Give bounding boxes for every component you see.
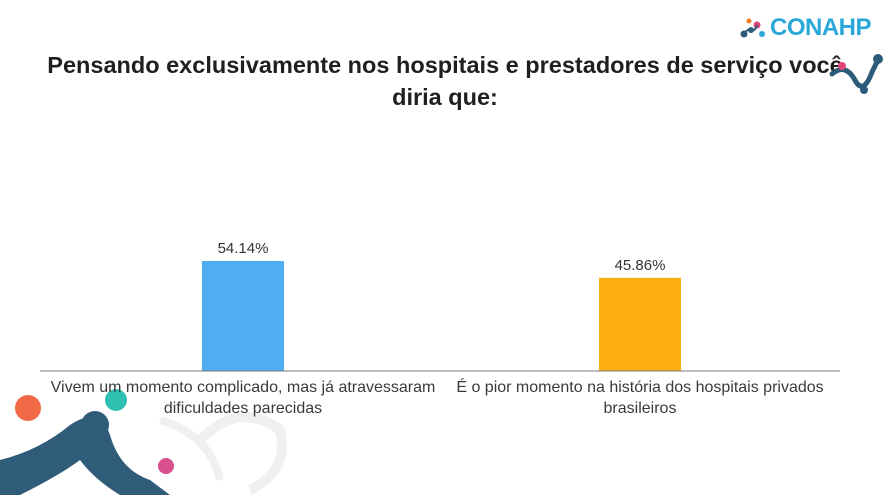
conahp-logo-icon: [740, 18, 765, 38]
data-label-2: 45.86%: [615, 257, 666, 274]
category-label-1: Vivem um momento complicado, mas já atra…: [50, 379, 436, 417]
category-label-2: É o pior momento na história dos hospita…: [456, 379, 824, 417]
data-label-1: 54.14%: [218, 240, 269, 257]
logo-text: CONAHP: [770, 14, 872, 41]
conahp-logo: CONAHP: [738, 12, 873, 42]
chart-title: Pensando exclusivamente nos hospitais e …: [47, 52, 843, 110]
decorative-network-icon: [0, 389, 287, 495]
decorative-molecule-icon: [829, 54, 883, 94]
bar-2: [599, 277, 681, 371]
bar-1: [202, 261, 284, 371]
